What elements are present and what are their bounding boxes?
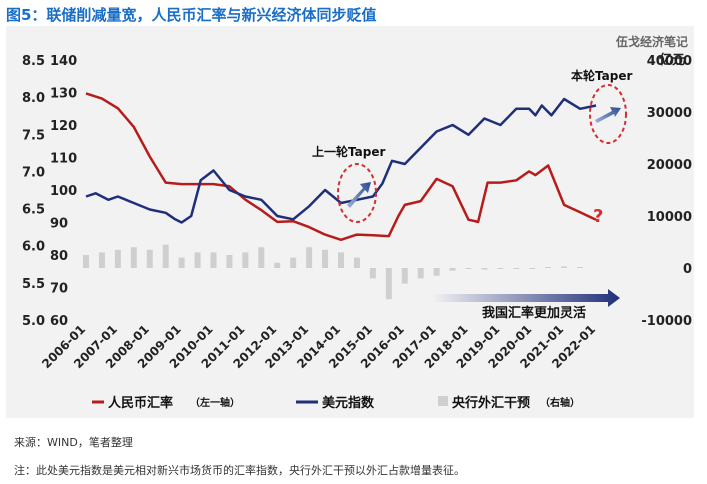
fx-bar xyxy=(465,268,472,270)
fx-bar xyxy=(385,268,392,300)
annotation-flex-text: 我国汇率更加灵活 xyxy=(482,305,586,321)
legend-fx-label: 央行外汇干预 xyxy=(452,395,530,411)
annotation-current-taper-ellipse xyxy=(589,84,627,144)
rmb-axis-tick: 8.0 xyxy=(22,91,45,106)
fx-bar xyxy=(83,255,89,268)
fx-bar xyxy=(194,252,201,268)
fx-bar xyxy=(513,268,520,269)
right-unit: 亿元 xyxy=(659,52,685,68)
footnote: 注：此处美元指数是美元相对新兴市场货币的汇率指数，央行外汇干预以外汇占款增量表征… xyxy=(14,464,465,477)
fx-bar xyxy=(449,268,456,271)
fx-axis-tick: 0 xyxy=(683,262,692,277)
fx-bar xyxy=(322,249,329,268)
fx-bar xyxy=(529,268,536,270)
fx-bar xyxy=(130,247,137,268)
fx-bar xyxy=(369,268,376,279)
usd-axis-tick: 130 xyxy=(50,87,77,102)
fx-bar xyxy=(258,247,265,268)
fx-bar xyxy=(290,257,297,268)
fx-bar xyxy=(210,252,217,268)
rmb-axis-tick: 8.5 xyxy=(22,54,45,69)
usd-axis-tick: 60 xyxy=(50,314,68,329)
rmb-axis-tick: 5.0 xyxy=(22,314,45,329)
fx-bar xyxy=(353,257,360,268)
rmb-axis-tick: 6.5 xyxy=(22,203,45,218)
annotation-flex-arrow xyxy=(432,289,620,307)
chart-frame xyxy=(6,26,694,418)
usd-axis-tick: 90 xyxy=(50,217,68,232)
watermark: 伍戈经济笔记 xyxy=(615,34,688,49)
fx-bar xyxy=(577,266,584,268)
fx-bar xyxy=(433,268,440,276)
usd-axis-tick: 140 xyxy=(50,54,77,69)
usd-axis-tick: 120 xyxy=(50,119,77,134)
fx-bar xyxy=(226,255,233,268)
usd-axis-tick: 110 xyxy=(50,152,77,167)
rmb-axis-tick: 5.5 xyxy=(22,277,45,292)
fx-axis-tick: 40000 xyxy=(647,54,692,69)
fx-axis-tick: 30000 xyxy=(647,106,692,121)
annotation-prev-taper: 上一轮Taper xyxy=(312,144,385,159)
fx-axis-tick: 10000 xyxy=(647,210,692,225)
fx-bar xyxy=(338,252,344,268)
fx-bar xyxy=(98,252,105,268)
legend-rmb-note: （左一轴） xyxy=(190,396,240,409)
annotation-current-taper-arrow xyxy=(595,107,621,123)
usd-axis-tick: 100 xyxy=(50,184,77,199)
fx-bar xyxy=(146,249,153,268)
legend-usd-label: 美元指数 xyxy=(322,395,375,411)
annotation-prev-taper-arrow xyxy=(347,182,371,208)
annotation-current-taper: 本轮Taper xyxy=(571,68,632,83)
fx-bar xyxy=(481,268,488,270)
fx-bar xyxy=(242,252,249,268)
fx-bar xyxy=(306,247,313,268)
source-note: 来源：WIND，笔者整理 xyxy=(14,436,133,449)
rmb-line xyxy=(85,92,597,242)
legend-fx-swatch xyxy=(438,396,448,406)
legend-fx-note: （右轴） xyxy=(540,396,580,409)
fx-bar xyxy=(417,268,424,279)
fx-bar xyxy=(497,268,504,269)
fx-bar xyxy=(274,262,281,268)
rmb-axis-tick: 7.5 xyxy=(22,128,45,143)
rmb-axis-tick: 7.0 xyxy=(22,165,45,180)
fx-bar xyxy=(162,244,169,268)
usd-axis-tick: 80 xyxy=(50,249,68,264)
legend-rmb-label: 人民币汇率 xyxy=(108,395,173,411)
fx-axis-tick: 20000 xyxy=(647,158,692,173)
fx-bar xyxy=(114,249,121,268)
legend: 人民币汇率 （左一轴） 美元指数 央行外汇干预 （右轴） xyxy=(92,395,580,411)
annotation-question-mark: ? xyxy=(593,206,603,227)
annotation-prev-taper-ellipse xyxy=(337,163,377,223)
fx-bar xyxy=(178,257,185,268)
usd-line xyxy=(85,97,597,224)
figure-title: 图5：联储削减量宽，人民币汇率与新兴经济体同步贬值 xyxy=(6,6,377,24)
fx-bar xyxy=(545,266,552,268)
fx-axis-tick: -10000 xyxy=(641,314,692,329)
fx-bar xyxy=(401,268,408,284)
fx-bar xyxy=(561,266,568,268)
rmb-axis-tick: 6.0 xyxy=(22,240,45,255)
usd-axis-tick: 70 xyxy=(50,282,68,297)
